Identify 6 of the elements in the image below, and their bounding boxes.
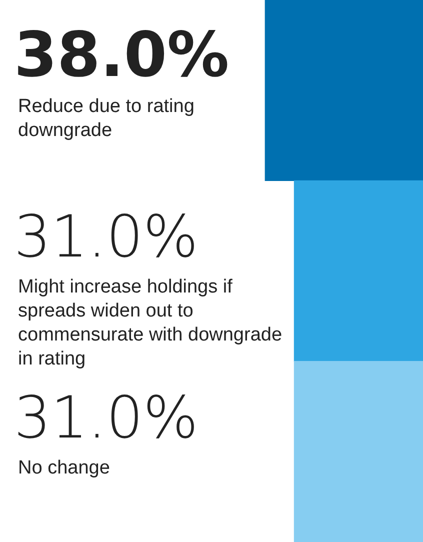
y-tick-label: Reduce due to rating downgrade [18, 96, 194, 141]
data-label: 38.0% [14, 18, 230, 91]
data-label: 31.0% [14, 202, 198, 271]
data-label: 31.0% [14, 383, 198, 452]
y-tick-label: Might increase holdings if spreads widen out to commensurate with downgrade in rating [18, 276, 282, 370]
y-tick-label: No change [18, 457, 110, 478]
